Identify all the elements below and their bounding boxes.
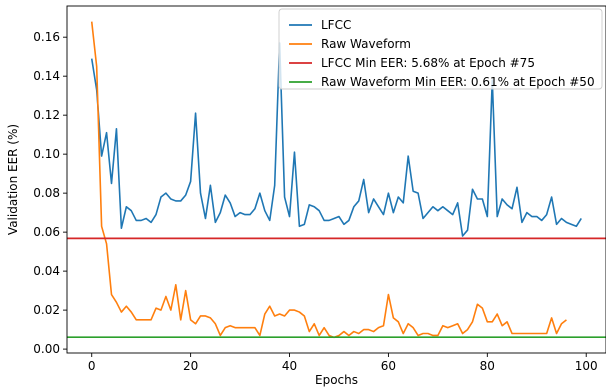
y-tick-label: 0.10 xyxy=(33,147,60,161)
x-tick-label: 20 xyxy=(183,359,198,373)
legend-label-raw-waveform-min-eer: Raw Waveform Min EER: 0.61% at Epoch #50 xyxy=(321,75,595,89)
y-tick-label: 0.04 xyxy=(33,264,60,278)
x-tick-label: 40 xyxy=(282,359,297,373)
y-axis-label: Validation EER (%) xyxy=(6,124,20,235)
y-tick-label: 0.02 xyxy=(33,303,60,317)
legend-label-lfcc-min-eer: LFCC Min EER: 5.68% at Epoch #75 xyxy=(321,56,535,70)
plot-frame xyxy=(66,5,606,354)
y-tick-label: 0.06 xyxy=(33,225,60,239)
legend-box xyxy=(278,8,603,90)
legend-label-raw-waveform: Raw Waveform xyxy=(321,37,411,51)
y-tick-label: 0.08 xyxy=(33,186,60,200)
x-tick-label: 0 xyxy=(88,359,96,373)
ticks-layer: 0 20 40 60 80 100 0.00 0.02 0.04 0.06 0.08 0.10 0.12… xyxy=(33,30,597,373)
y-tick-label: 0.12 xyxy=(33,108,60,122)
series-line-lfcc xyxy=(90,42,582,237)
legend: LFCC Raw Waveform LFCC Min EER: 5.68% at… xyxy=(278,8,603,90)
y-tick-label: 0.00 xyxy=(33,342,60,356)
y-tick-label: 0.16 xyxy=(33,30,60,44)
x-tick-label: 80 xyxy=(480,359,495,373)
legend-label-lfcc: LFCC xyxy=(321,18,351,32)
series-layer xyxy=(67,21,606,339)
y-tick-label: 0.14 xyxy=(33,69,60,83)
series-line-raw-waveform xyxy=(90,21,567,339)
x-tick-label: 100 xyxy=(575,359,598,373)
x-tick-label: 60 xyxy=(381,359,396,373)
x-axis-label: Epochs xyxy=(315,373,358,387)
